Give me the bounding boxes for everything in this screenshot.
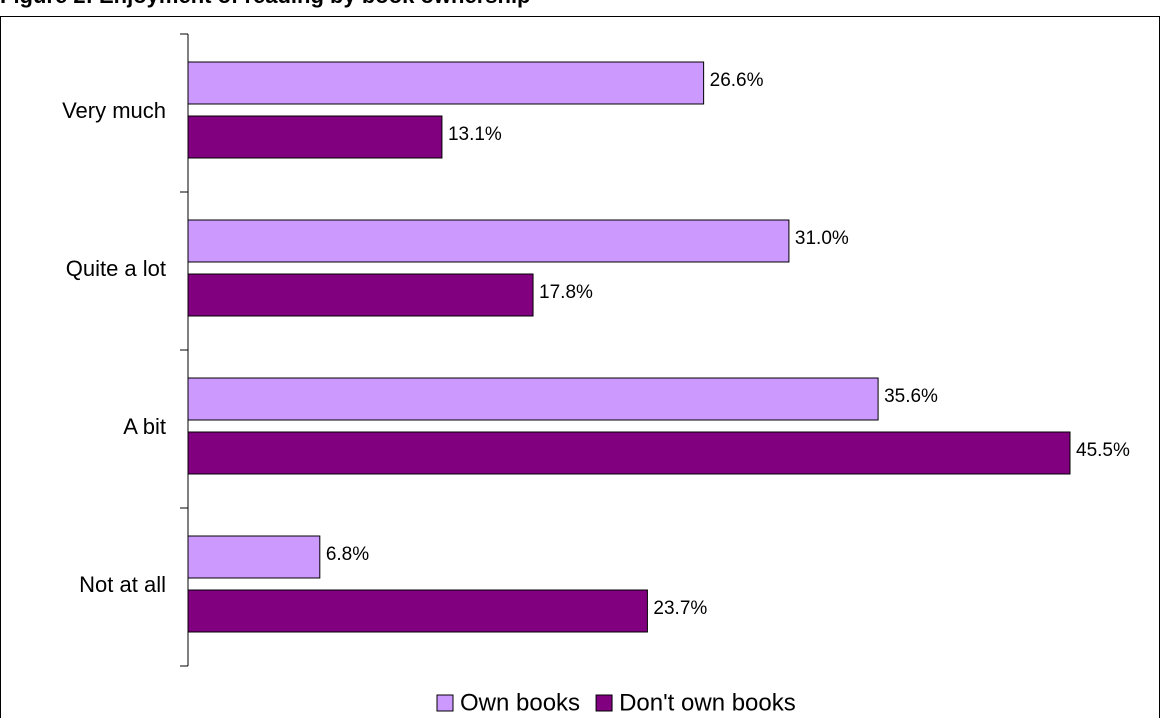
data-label-don-t-own-books-very-much: 13.1% bbox=[448, 124, 502, 145]
data-label-don-t-own-books-quite-a-lot: 17.8% bbox=[539, 282, 593, 303]
category-label-not-at-all: Not at all bbox=[79, 572, 166, 597]
data-label-own-books-very-much: 26.6% bbox=[710, 70, 764, 91]
bar-don-t-own-books-very-much bbox=[188, 116, 442, 158]
bar-don-t-own-books-a-bit bbox=[188, 432, 1070, 474]
data-label-don-t-own-books-not-at-all: 23.7% bbox=[653, 598, 707, 619]
data-label-own-books-quite-a-lot: 31.0% bbox=[795, 228, 849, 249]
data-label-own-books-not-at-all: 6.8% bbox=[326, 544, 369, 565]
bar-don-t-own-books-quite-a-lot bbox=[188, 274, 533, 316]
legend-label-own-books: Own books bbox=[460, 689, 580, 716]
data-label-don-t-own-books-a-bit: 45.5% bbox=[1076, 440, 1130, 461]
bar-own-books-not-at-all bbox=[188, 536, 320, 578]
legend-swatch-own-books bbox=[437, 695, 453, 711]
bars bbox=[188, 62, 1070, 632]
legend-swatch-don-t-own-books bbox=[596, 695, 612, 711]
bar-own-books-a-bit bbox=[188, 378, 878, 420]
category-label-very-much: Very much bbox=[62, 98, 166, 123]
legend: Own books Don't own books bbox=[437, 689, 796, 716]
category-label-quite-a-lot: Quite a lot bbox=[66, 256, 166, 281]
bar-don-t-own-books-not-at-all bbox=[188, 590, 647, 632]
category-label-a-bit: A bit bbox=[123, 414, 166, 439]
legend-label-don-t-own-books: Don't own books bbox=[619, 689, 796, 716]
data-label-own-books-a-bit: 35.6% bbox=[884, 386, 938, 407]
category-axis: Very much Quite a lot A bit Not at all bbox=[62, 34, 188, 666]
bar-own-books-very-much bbox=[188, 62, 704, 104]
bar-own-books-quite-a-lot bbox=[188, 220, 789, 262]
data-labels: 26.6% 13.1% 31.0% 17.8% 35.6% 45.5% 6.8% 23.7% bbox=[326, 70, 1130, 619]
